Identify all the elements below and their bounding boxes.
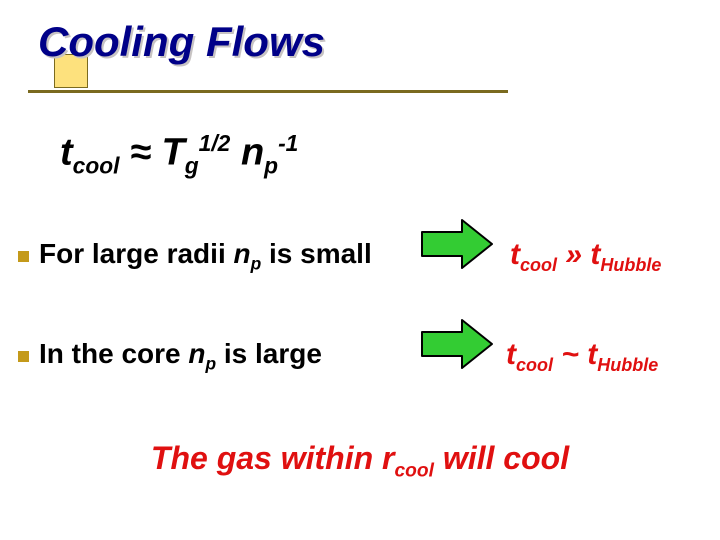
bullet2-prefix: In the core <box>39 338 188 369</box>
bullet-text-1: For large radii np is small <box>39 238 372 275</box>
bullet1-var: n <box>234 238 251 269</box>
rhs2-s2: Hubble <box>597 355 658 375</box>
rhs2-t2: t <box>587 338 597 371</box>
slide-title: Cooling Flows <box>38 18 325 66</box>
bullet-icon <box>18 351 29 362</box>
bullet2-var-sub: p <box>205 354 216 374</box>
cooling-time-formula: tcool ≈ Tg1/2 np-1 <box>60 130 298 179</box>
formula-n: n <box>241 132 264 174</box>
bullet1-var-sub: p <box>251 254 262 274</box>
bullet2-suffix: is large <box>216 338 322 369</box>
conclusion: The gas within rcool will cool <box>0 440 720 482</box>
result-1: tcool » tHubble <box>510 238 661 276</box>
bullet-row-1: For large radii np is small <box>18 238 372 275</box>
title-underline <box>28 90 508 93</box>
formula-t-sub: cool <box>73 152 120 178</box>
rhs1-rel: » <box>557 238 590 271</box>
block-arrow-icon <box>418 316 496 377</box>
title-area: Cooling Flows <box>28 18 692 114</box>
formula-T-sub: g <box>185 152 199 178</box>
result-2: tcool ~ tHubble <box>506 338 658 376</box>
bullet1-prefix: For large radii <box>39 238 234 269</box>
bullet-text-2: In the core np is large <box>39 338 322 375</box>
rhs2-t1: t <box>506 338 516 371</box>
conclusion-post: will cool <box>434 440 569 476</box>
slide: Cooling Flows tcool ≈ Tg1/2 np-1 For lar… <box>0 0 720 540</box>
rhs1-s1: cool <box>520 255 557 275</box>
rhs2-s1: cool <box>516 355 553 375</box>
bullet2-var: n <box>188 338 205 369</box>
block-arrow-icon <box>418 216 496 277</box>
conclusion-var-sub: cool <box>395 460 434 481</box>
rhs2-rel: ~ <box>553 338 587 371</box>
rhs1-t2: t <box>590 238 600 271</box>
formula-T: T <box>162 132 185 174</box>
formula-n-sup: -1 <box>278 130 298 156</box>
rhs1-t1: t <box>510 238 520 271</box>
conclusion-pre: The gas within <box>151 440 382 476</box>
conclusion-var: r <box>382 440 394 476</box>
formula-t: t <box>60 132 73 174</box>
formula-approx: ≈ <box>130 132 151 174</box>
formula-T-sup: 1/2 <box>199 130 231 156</box>
bullet1-suffix: is small <box>261 238 372 269</box>
bullet-row-2: In the core np is large <box>18 338 322 375</box>
rhs1-s2: Hubble <box>600 255 661 275</box>
bullet-icon <box>18 251 29 262</box>
formula-n-sub: p <box>264 152 278 178</box>
